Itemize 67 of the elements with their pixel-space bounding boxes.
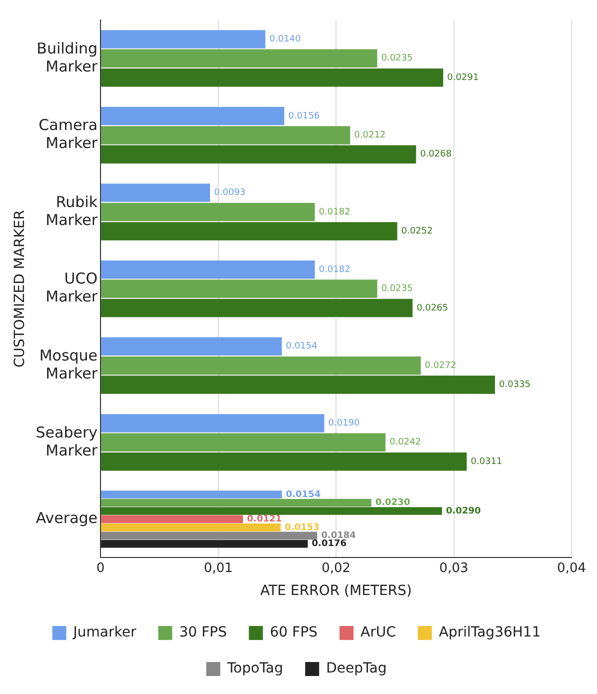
data-label: 0.0291 [447, 72, 479, 83]
x-axis-title: ATE ERROR (METERS) [260, 583, 412, 600]
bar [101, 532, 318, 540]
bar [101, 222, 398, 240]
data-label: 0.0153 [284, 522, 320, 533]
x-tick-label: 0,04 [557, 560, 586, 576]
data-label: 0.0156 [288, 111, 320, 122]
bar [101, 106, 284, 126]
y-tick-label: Building Marker [36, 39, 98, 76]
y-tick-label: Camera Marker [38, 116, 98, 152]
data-label: 0.0121 [247, 514, 282, 525]
bar [101, 433, 386, 452]
bar [101, 280, 378, 298]
bar [101, 414, 324, 432]
bar [101, 376, 495, 394]
data-label: 0.0268 [420, 150, 452, 160]
data-label: 0.0272 [424, 360, 456, 371]
y-tick-label: UCO Marker [46, 270, 98, 306]
x-tick-label: 0,03 [439, 560, 468, 576]
y-axis-title: CUSTOMIZED MARKER [12, 210, 28, 368]
data-label: 0.0182 [318, 207, 350, 218]
bar [101, 49, 378, 68]
bar [101, 126, 350, 144]
bar [101, 184, 210, 202]
x-tick-label: 0,02 [322, 560, 351, 576]
legend-label: Jumarker [72, 624, 136, 641]
x-tick-label: 0,01 [204, 560, 233, 576]
bar [101, 524, 281, 532]
data-label: 0.0290 [446, 506, 481, 516]
y-tick-label: Seabery Marker [36, 423, 98, 460]
bar [101, 260, 315, 279]
bar [101, 202, 315, 222]
y-tick-label: Rubik Marker [46, 192, 98, 229]
y-tick-label: Average [36, 509, 98, 528]
data-label: 0.0235 [381, 54, 413, 64]
data-label: 0.0176 [312, 539, 347, 550]
legend-label: DeepTag [326, 660, 387, 677]
data-label: 0.0311 [470, 456, 502, 467]
x-tick-label: 0 [96, 560, 105, 576]
legend-label: AprilTag36H11 [438, 624, 541, 641]
data-label: 0.0154 [286, 490, 321, 500]
legend-label: TopoTag [226, 660, 284, 677]
legend-label: ArUC [360, 624, 396, 641]
data-label: 0.0093 [214, 188, 246, 198]
data-label: 0.0230 [375, 498, 410, 508]
data-label: 0.0154 [286, 342, 318, 352]
data-label: 0.0212 [354, 130, 386, 141]
bar [101, 337, 282, 356]
bar [101, 145, 416, 164]
bar [101, 540, 308, 548]
bar [101, 452, 467, 471]
bar [101, 515, 244, 524]
bar [101, 298, 413, 318]
legend-label: 60 FPS [270, 624, 318, 641]
data-label: 0.0242 [389, 438, 421, 448]
data-label: 0.0140 [269, 34, 302, 45]
y-tick-label: Mosque Marker [39, 346, 98, 382]
data-label: 0.0190 [328, 418, 360, 429]
data-label: 0.0252 [401, 226, 433, 237]
bar [101, 30, 266, 48]
bar [101, 68, 444, 87]
data-label: 0.0182 [318, 264, 350, 275]
data-label: 0.0235 [381, 284, 413, 294]
data-label: 0.0335 [498, 380, 530, 390]
legend-label: 30 FPS [179, 624, 227, 641]
data-label: 0.0265 [416, 303, 448, 314]
bar [101, 356, 421, 375]
